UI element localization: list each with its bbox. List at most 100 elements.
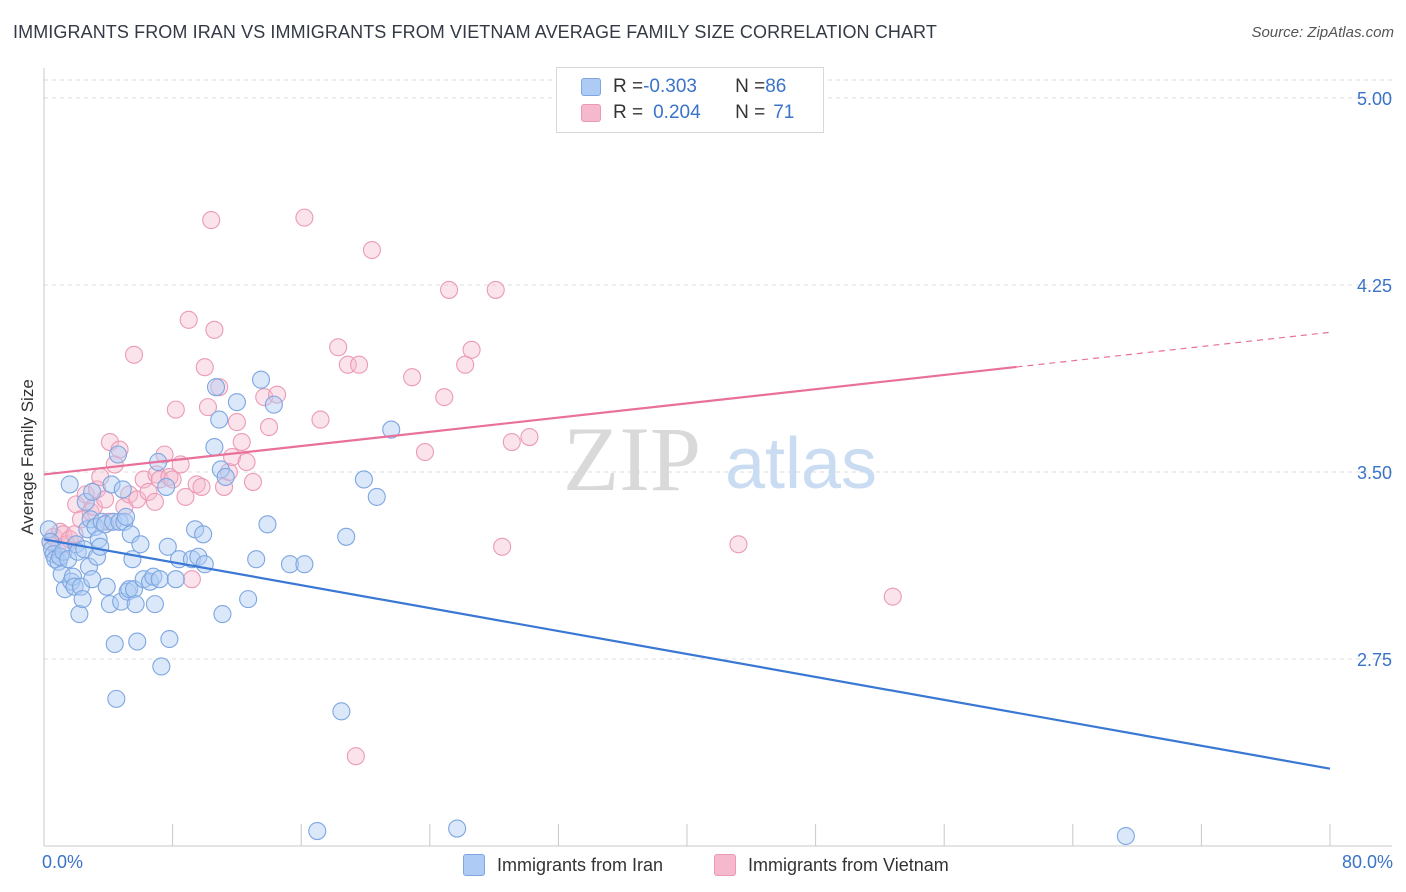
vietnam-point-30 bbox=[160, 467, 179, 486]
vietnam-point-68 bbox=[493, 537, 512, 556]
vietnam-point-40 bbox=[198, 398, 218, 417]
vietnam-point-67 bbox=[486, 280, 505, 299]
iran-point-46 bbox=[120, 580, 139, 599]
legend-label-vietnam: Immigrants from Vietnam bbox=[748, 854, 949, 875]
vietnam-point-54 bbox=[295, 208, 314, 227]
vietnam-point-52 bbox=[259, 418, 279, 437]
vietnam-point-58 bbox=[346, 747, 365, 766]
iran-point-74 bbox=[213, 605, 232, 624]
iran-point-86 bbox=[337, 527, 356, 546]
y-tick-label-0: 2.75 bbox=[1357, 650, 1392, 670]
vietnam-n-label: N = bbox=[735, 102, 766, 123]
iran-point-81 bbox=[264, 395, 283, 414]
vietnam-r-label: R = bbox=[613, 102, 644, 123]
iran-point-70 bbox=[205, 437, 224, 457]
iran-point-76 bbox=[227, 393, 246, 412]
iran-point-90 bbox=[448, 819, 467, 838]
vietnam-point-47 bbox=[227, 413, 246, 432]
iran-point-38 bbox=[107, 689, 126, 708]
iran-point-85 bbox=[332, 702, 351, 721]
iran-point-11 bbox=[60, 475, 79, 494]
vietnam-point-65 bbox=[456, 355, 475, 374]
iran-point-10 bbox=[59, 550, 78, 569]
iran-point-39 bbox=[108, 445, 127, 464]
iran-point-37 bbox=[105, 634, 124, 654]
vietnam-point-38 bbox=[192, 477, 211, 496]
correlation-stats-box: R = -0.303 N = 86 R = 0.204 N = 71 bbox=[556, 67, 824, 133]
iran-point-78 bbox=[247, 550, 266, 569]
vietnam-point-36 bbox=[182, 570, 201, 589]
vietnam-point-26 bbox=[145, 492, 164, 511]
iran-point-84 bbox=[308, 821, 327, 841]
iran-point-67 bbox=[189, 547, 208, 566]
iran-point-72 bbox=[210, 410, 229, 429]
iran-point-21 bbox=[76, 492, 95, 511]
vietnam-point-35 bbox=[179, 310, 198, 329]
vietnam-point-29 bbox=[155, 445, 174, 464]
iran-point-75 bbox=[216, 467, 235, 486]
iran-n-value: 86 bbox=[765, 76, 787, 97]
iran-point-71 bbox=[206, 378, 226, 397]
iran-point-63 bbox=[166, 570, 185, 589]
trend-lines bbox=[43, 331, 1331, 770]
iran-point-68 bbox=[194, 525, 213, 544]
vietnam-point-31 bbox=[163, 470, 182, 489]
iran-point-29 bbox=[89, 530, 108, 549]
legend-label-iran: Immigrants from Iran bbox=[497, 854, 664, 875]
iran-r-value: -0.303 bbox=[643, 76, 697, 97]
y-tick-label-3: 5.00 bbox=[1357, 89, 1392, 109]
iran-trend-line bbox=[43, 538, 1331, 770]
watermark: ZIP atlas bbox=[563, 408, 877, 510]
iran-point-49 bbox=[124, 580, 144, 599]
source-credit: Source: ZipAtlas.com bbox=[1251, 24, 1394, 41]
vietnam-point-66 bbox=[462, 340, 481, 359]
vietnam-point-63 bbox=[435, 388, 454, 407]
iran-point-51 bbox=[128, 632, 147, 651]
vietnam-point-61 bbox=[403, 368, 422, 387]
vietnam-point-71 bbox=[729, 535, 748, 554]
iran-point-87 bbox=[354, 470, 373, 489]
stats-row-vietnam: R = 0.204 N = 71 bbox=[581, 101, 794, 125]
y-tick-label-2: 4.25 bbox=[1357, 276, 1392, 296]
legend-swatch-vietnam bbox=[714, 854, 736, 876]
vietnam-point-53 bbox=[268, 385, 287, 404]
iran-point-61 bbox=[158, 537, 177, 556]
axes bbox=[43, 68, 1392, 847]
vietnam-trend-extension bbox=[1016, 331, 1331, 368]
iran-point-89 bbox=[382, 420, 401, 439]
vietnam-point-23 bbox=[128, 490, 147, 509]
iran-n-label: N = bbox=[735, 76, 766, 97]
vietnam-point-60 bbox=[362, 240, 381, 260]
legend-swatch-iran bbox=[463, 854, 485, 876]
x-tick-label-min: 0.0% bbox=[42, 852, 84, 872]
iran-point-88 bbox=[367, 487, 386, 506]
chart-title: IMMIGRANTS FROM IRAN VS IMMIGRANTS FROM … bbox=[13, 22, 937, 42]
iran-point-33 bbox=[97, 577, 116, 596]
iran-point-19 bbox=[73, 590, 92, 609]
vietnam-point-42 bbox=[205, 320, 224, 339]
vietnam-point-64 bbox=[440, 280, 459, 299]
vietnam-n-value: 71 bbox=[773, 102, 795, 123]
vietnam-point-32 bbox=[166, 400, 185, 419]
iran-point-42 bbox=[113, 480, 132, 499]
iran-point-17 bbox=[70, 605, 89, 624]
vietnam-point-49 bbox=[237, 452, 256, 472]
vietnam-point-37 bbox=[187, 475, 206, 494]
iran-point-91 bbox=[1116, 826, 1135, 846]
iran-r-label: R = bbox=[613, 76, 644, 97]
stats-row-iran: R = -0.303 N = 86 bbox=[581, 75, 786, 99]
watermark-zip: ZIP bbox=[563, 408, 701, 510]
vietnam-point-72 bbox=[883, 587, 902, 606]
legend-item-iran[interactable]: Immigrants from Iran bbox=[463, 852, 663, 878]
vietnam-point-56 bbox=[329, 338, 348, 357]
vietnam-point-25 bbox=[139, 482, 158, 501]
iran-point-35 bbox=[102, 475, 121, 494]
iran-point-62 bbox=[160, 629, 179, 649]
iran-color-swatch bbox=[581, 78, 601, 96]
vietnam-point-9 bbox=[71, 510, 91, 529]
vietnam-point-34 bbox=[176, 487, 195, 506]
watermark-atlas: atlas bbox=[725, 424, 877, 504]
legend-item-vietnam[interactable]: Immigrants from Vietnam bbox=[714, 852, 949, 878]
iran-point-26 bbox=[83, 570, 102, 589]
vietnam-trend-line bbox=[43, 365, 1017, 476]
